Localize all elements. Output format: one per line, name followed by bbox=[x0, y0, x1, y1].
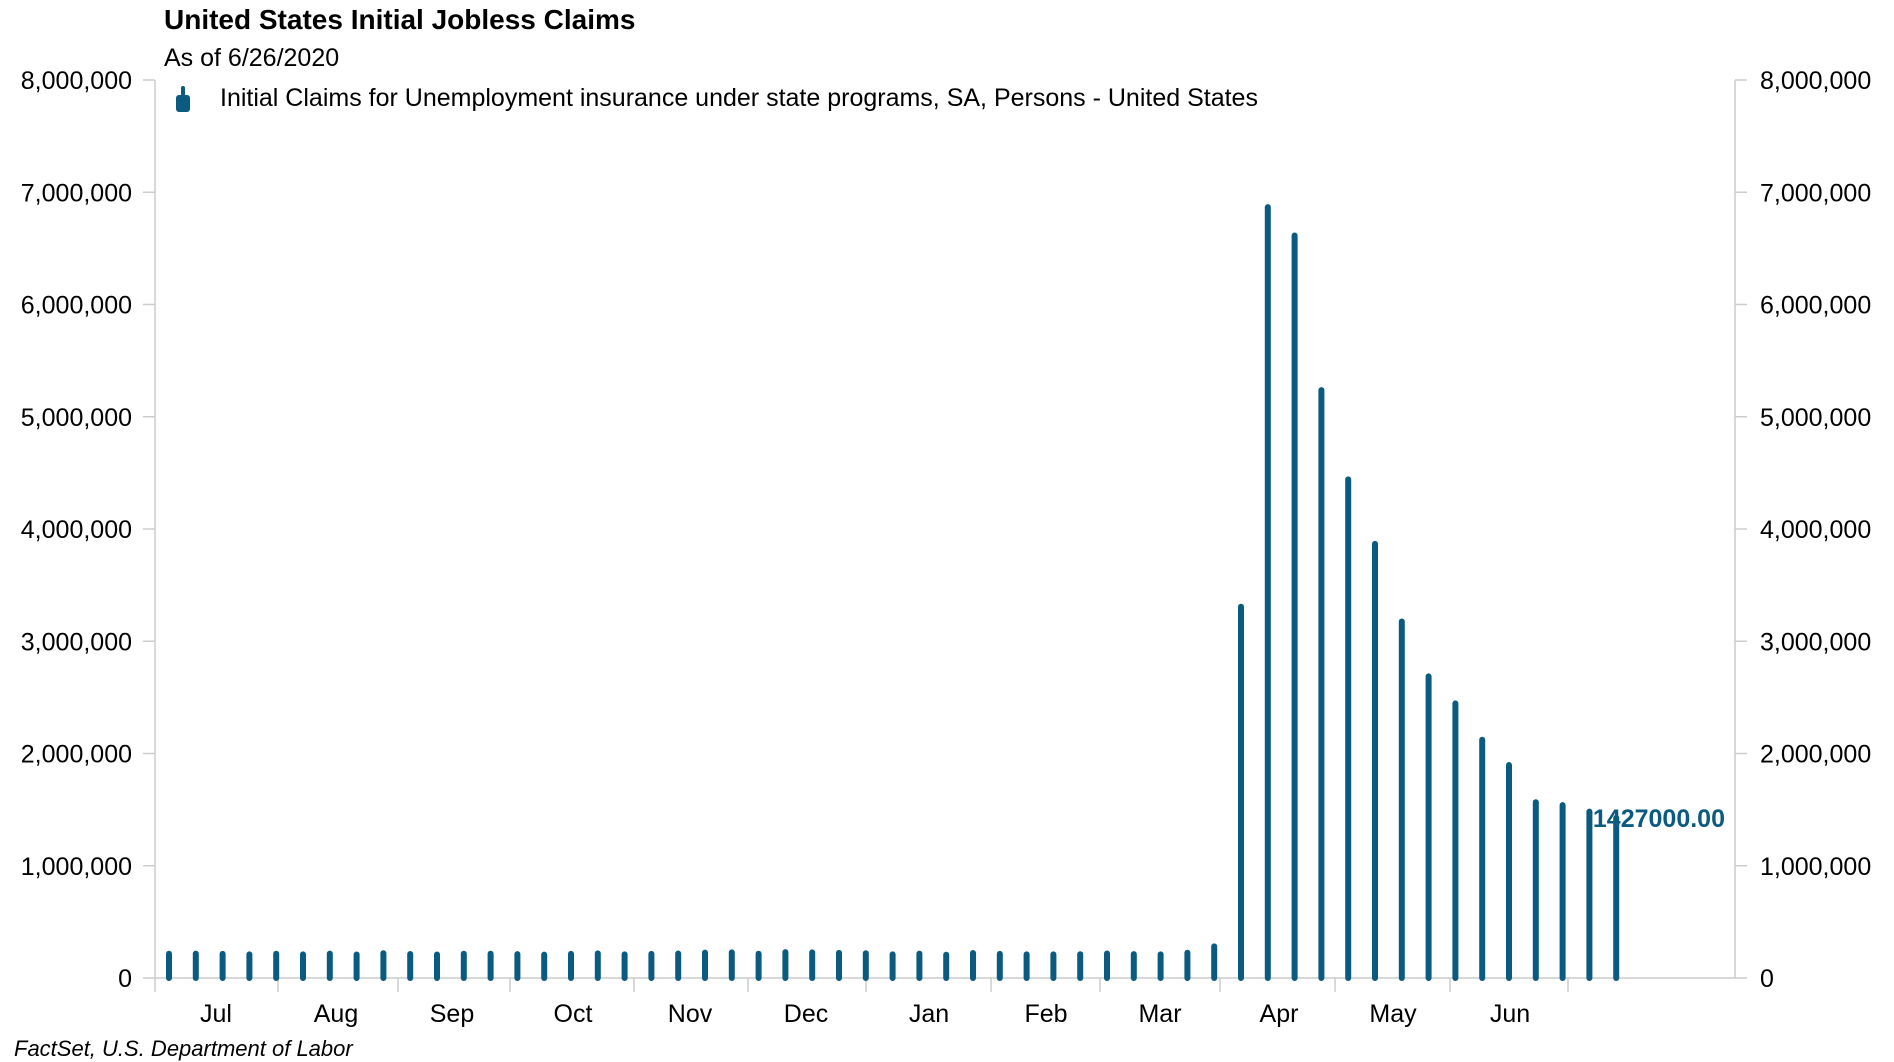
x-tick-label: Dec bbox=[784, 1000, 828, 1028]
chart-title: United States Initial Jobless Claims bbox=[164, 4, 636, 35]
x-tick-label: Jul bbox=[200, 1000, 232, 1028]
source-note: FactSet, U.S. Department of Labor bbox=[14, 1036, 353, 1061]
y-tick-label-right: 5,000,000 bbox=[1760, 404, 1871, 432]
y-tick-label-right: 4,000,000 bbox=[1760, 516, 1871, 544]
y-tick-label-left: 7,000,000 bbox=[21, 179, 132, 207]
chart-labels: 0 0 1,000,000 1,000,000 2,000,000 2,000,000 3,… bbox=[21, 67, 1871, 1028]
y-tick-label-left: 4,000,000 bbox=[21, 516, 132, 544]
chart-bars bbox=[166, 204, 1620, 981]
x-tick-label: Feb bbox=[1024, 1000, 1067, 1028]
x-tick-label: May bbox=[1369, 1000, 1417, 1028]
y-tick-label-right: 6,000,000 bbox=[1760, 292, 1871, 320]
y-tick-label-left: 3,000,000 bbox=[21, 628, 132, 656]
y-tick-label-right: 3,000,000 bbox=[1760, 628, 1871, 656]
y-tick-label-left: 0 bbox=[118, 965, 132, 993]
chart-subtitle: As of 6/26/2020 bbox=[164, 44, 340, 72]
x-tick-label: Jun bbox=[1490, 1000, 1530, 1028]
legend-swatch-icon bbox=[176, 85, 190, 112]
x-tick-label: Mar bbox=[1138, 1000, 1181, 1028]
last-value-label: 1427000.00 bbox=[1593, 805, 1725, 833]
y-tick-label-right: 1,000,000 bbox=[1760, 853, 1871, 881]
x-tick-label: Aug bbox=[314, 1000, 358, 1028]
chart-legend: Initial Claims for Unemployment insuranc… bbox=[176, 84, 1258, 113]
x-tick-label: Nov bbox=[668, 1000, 713, 1028]
y-tick-label-left: 6,000,000 bbox=[21, 292, 132, 320]
y-tick-label-right: 2,000,000 bbox=[1760, 741, 1871, 769]
y-tick-label-right: 7,000,000 bbox=[1760, 179, 1871, 207]
y-tick-label-right: 0 bbox=[1760, 965, 1774, 993]
y-tick-label-left: 1,000,000 bbox=[21, 853, 132, 881]
x-tick-label: Sep bbox=[430, 1000, 474, 1028]
y-tick-label-left: 8,000,000 bbox=[21, 67, 132, 95]
x-tick-label: Apr bbox=[1260, 1000, 1299, 1028]
y-tick-label-left: 5,000,000 bbox=[21, 404, 132, 432]
x-tick-label: Jan bbox=[909, 1000, 949, 1028]
y-tick-label-right: 8,000,000 bbox=[1760, 67, 1871, 95]
y-tick-label-left: 2,000,000 bbox=[21, 741, 132, 769]
x-tick-label: Oct bbox=[554, 1000, 593, 1028]
legend-label: Initial Claims for Unemployment insuranc… bbox=[220, 84, 1258, 112]
